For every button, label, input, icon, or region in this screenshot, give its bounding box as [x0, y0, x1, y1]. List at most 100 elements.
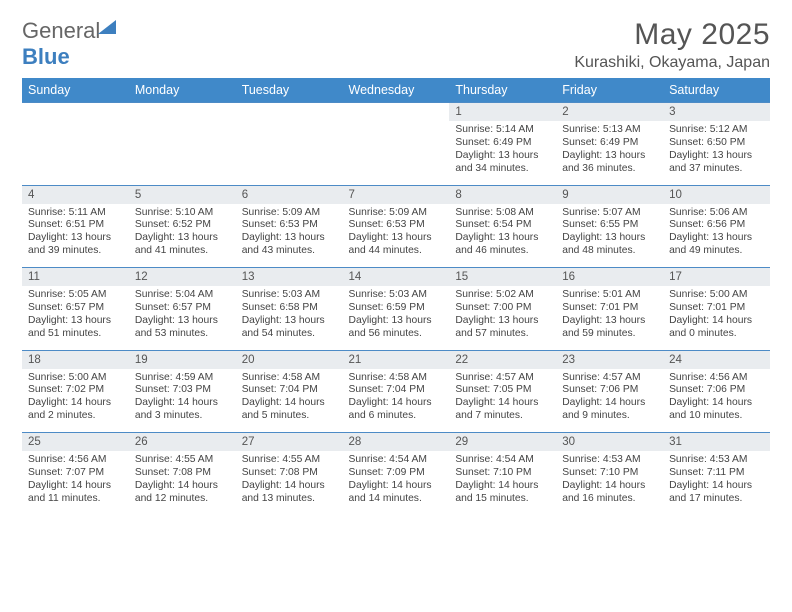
logo-general: General [22, 18, 100, 43]
weekday-header: Friday [556, 78, 663, 103]
sunset-text: Sunset: 7:02 PM [28, 384, 123, 397]
day-number: 19 [135, 354, 148, 366]
sunrise-text: Sunrise: 5:03 AM [242, 289, 337, 302]
day-number-row: 45678910 [22, 185, 770, 204]
sunrise-text: Sunrise: 5:14 AM [455, 124, 550, 137]
sunrise-text: Sunrise: 5:03 AM [349, 289, 444, 302]
day-details-row: Sunrise: 5:14 AMSunset: 6:49 PMDaylight:… [22, 121, 770, 185]
sunset-text: Sunset: 7:01 PM [669, 302, 764, 315]
sunrise-text: Sunrise: 5:01 AM [562, 289, 657, 302]
logo-text: General Blue [22, 18, 116, 70]
day-number-cell: 31 [663, 433, 770, 452]
daylight-text: Daylight: 14 hours and 14 minutes. [349, 480, 444, 506]
day-number: 13 [242, 271, 255, 283]
day-number-cell: 15 [449, 268, 556, 287]
daylight-text: Daylight: 14 hours and 9 minutes. [562, 397, 657, 423]
sunrise-text: Sunrise: 4:54 AM [349, 454, 444, 467]
sunset-text: Sunset: 7:07 PM [28, 467, 123, 480]
sunrise-text: Sunrise: 5:10 AM [135, 207, 230, 220]
day-details-cell [343, 121, 450, 185]
sunrise-text: Sunrise: 4:55 AM [242, 454, 337, 467]
daylight-text: Daylight: 14 hours and 13 minutes. [242, 480, 337, 506]
day-number-cell [236, 103, 343, 122]
daylight-text: Daylight: 13 hours and 43 minutes. [242, 232, 337, 258]
weekday-header: Thursday [449, 78, 556, 103]
sunrise-text: Sunrise: 5:08 AM [455, 207, 550, 220]
weekday-header: Saturday [663, 78, 770, 103]
day-number-cell: 12 [129, 268, 236, 287]
day-number: 20 [242, 354, 255, 366]
calendar-table: Sunday Monday Tuesday Wednesday Thursday… [22, 78, 770, 515]
sunrise-text: Sunrise: 5:00 AM [669, 289, 764, 302]
day-details-cell: Sunrise: 4:54 AMSunset: 7:09 PMDaylight:… [343, 451, 450, 515]
day-number-cell: 14 [343, 268, 450, 287]
day-details-cell: Sunrise: 5:06 AMSunset: 6:56 PMDaylight:… [663, 204, 770, 268]
day-number: 16 [562, 271, 575, 283]
day-number-cell: 18 [22, 350, 129, 369]
day-number-cell: 1 [449, 103, 556, 122]
day-number: 12 [135, 271, 148, 283]
daylight-text: Daylight: 13 hours and 37 minutes. [669, 150, 764, 176]
day-details-cell: Sunrise: 5:13 AMSunset: 6:49 PMDaylight:… [556, 121, 663, 185]
sunset-text: Sunset: 7:08 PM [242, 467, 337, 480]
day-details-cell: Sunrise: 5:03 AMSunset: 6:59 PMDaylight:… [343, 286, 450, 350]
daylight-text: Daylight: 14 hours and 6 minutes. [349, 397, 444, 423]
sunset-text: Sunset: 7:11 PM [669, 467, 764, 480]
sunset-text: Sunset: 7:06 PM [669, 384, 764, 397]
day-details-cell: Sunrise: 4:59 AMSunset: 7:03 PMDaylight:… [129, 369, 236, 433]
day-number-cell: 24 [663, 350, 770, 369]
sunrise-text: Sunrise: 5:06 AM [669, 207, 764, 220]
day-number-cell: 10 [663, 185, 770, 204]
day-details-cell: Sunrise: 5:04 AMSunset: 6:57 PMDaylight:… [129, 286, 236, 350]
day-number: 27 [242, 436, 255, 448]
sunset-text: Sunset: 6:58 PM [242, 302, 337, 315]
daylight-text: Daylight: 13 hours and 48 minutes. [562, 232, 657, 258]
day-number: 25 [28, 436, 41, 448]
day-number-cell: 5 [129, 185, 236, 204]
day-details-cell: Sunrise: 5:02 AMSunset: 7:00 PMDaylight:… [449, 286, 556, 350]
daylight-text: Daylight: 13 hours and 51 minutes. [28, 315, 123, 341]
sunrise-text: Sunrise: 4:53 AM [669, 454, 764, 467]
sunrise-text: Sunrise: 5:00 AM [28, 372, 123, 385]
day-details-cell: Sunrise: 4:54 AMSunset: 7:10 PMDaylight:… [449, 451, 556, 515]
day-number-cell: 22 [449, 350, 556, 369]
day-number-cell: 25 [22, 433, 129, 452]
day-details-cell: Sunrise: 4:57 AMSunset: 7:05 PMDaylight:… [449, 369, 556, 433]
day-number-cell: 27 [236, 433, 343, 452]
logo: General Blue [22, 18, 116, 70]
day-details-row: Sunrise: 5:00 AMSunset: 7:02 PMDaylight:… [22, 369, 770, 433]
sunset-text: Sunset: 7:05 PM [455, 384, 550, 397]
sunset-text: Sunset: 6:49 PM [562, 137, 657, 150]
sunset-text: Sunset: 7:09 PM [349, 467, 444, 480]
sunset-text: Sunset: 6:53 PM [349, 219, 444, 232]
weekday-header: Monday [129, 78, 236, 103]
sunset-text: Sunset: 6:49 PM [455, 137, 550, 150]
day-number-row: 25262728293031 [22, 433, 770, 452]
sunset-text: Sunset: 6:50 PM [669, 137, 764, 150]
day-details-cell: Sunrise: 4:53 AMSunset: 7:11 PMDaylight:… [663, 451, 770, 515]
sunset-text: Sunset: 7:08 PM [135, 467, 230, 480]
day-details-cell: Sunrise: 5:07 AMSunset: 6:55 PMDaylight:… [556, 204, 663, 268]
day-details-row: Sunrise: 5:11 AMSunset: 6:51 PMDaylight:… [22, 204, 770, 268]
sunrise-text: Sunrise: 4:56 AM [669, 372, 764, 385]
daylight-text: Daylight: 14 hours and 2 minutes. [28, 397, 123, 423]
day-number: 31 [669, 436, 682, 448]
day-number: 29 [455, 436, 468, 448]
sunrise-text: Sunrise: 4:58 AM [349, 372, 444, 385]
day-number-cell: 2 [556, 103, 663, 122]
day-number: 15 [455, 271, 468, 283]
day-number-cell: 30 [556, 433, 663, 452]
day-number-cell: 6 [236, 185, 343, 204]
day-number-cell: 16 [556, 268, 663, 287]
daylight-text: Daylight: 13 hours and 49 minutes. [669, 232, 764, 258]
day-number: 6 [242, 189, 248, 201]
weekday-header: Sunday [22, 78, 129, 103]
day-details-cell: Sunrise: 5:01 AMSunset: 7:01 PMDaylight:… [556, 286, 663, 350]
day-details-cell: Sunrise: 4:58 AMSunset: 7:04 PMDaylight:… [236, 369, 343, 433]
day-number: 10 [669, 189, 682, 201]
daylight-text: Daylight: 13 hours and 36 minutes. [562, 150, 657, 176]
day-number: 1 [455, 106, 461, 118]
day-number-cell: 8 [449, 185, 556, 204]
sunrise-text: Sunrise: 5:02 AM [455, 289, 550, 302]
day-details-cell: Sunrise: 5:09 AMSunset: 6:53 PMDaylight:… [343, 204, 450, 268]
